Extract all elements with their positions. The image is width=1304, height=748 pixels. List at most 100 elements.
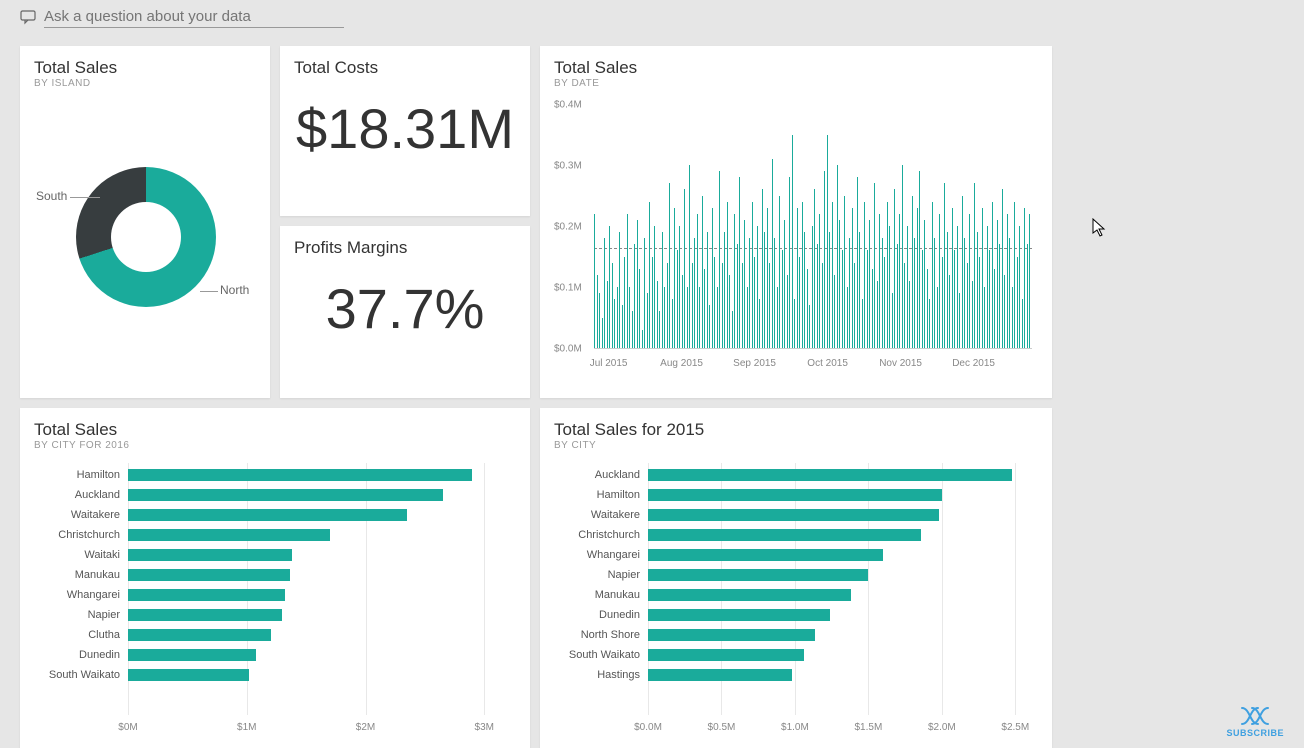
hbar-row: Hamilton (128, 467, 508, 483)
column-bar (774, 238, 775, 348)
column-bar (784, 220, 785, 348)
hbar-label: Whangarei (30, 587, 120, 603)
card-total-sales-date[interactable]: Total Sales BY DATE $0.0M$0.1M$0.2M$0.3M… (540, 46, 1052, 398)
hbar-bar[interactable] (128, 589, 285, 601)
column-bar (829, 232, 830, 348)
column-bar (604, 238, 605, 348)
hbar-label: Auckland (550, 467, 640, 483)
x-axis-label: $2M (356, 722, 375, 733)
hbar-bar[interactable] (648, 549, 883, 561)
column-bar (789, 177, 790, 348)
hbar-bar[interactable] (128, 569, 290, 581)
column-bar (619, 232, 620, 348)
column-bar (907, 226, 908, 348)
column-bar (972, 281, 973, 348)
hbar-bar[interactable] (128, 629, 271, 641)
column-bar (717, 287, 718, 348)
column-bar (609, 226, 610, 348)
column-bar (624, 257, 625, 349)
hbar-label: Napier (550, 567, 640, 583)
column-bar (764, 232, 765, 348)
column-bar (809, 305, 810, 348)
hbar-label: Dunedin (30, 647, 120, 663)
column-bar (747, 287, 748, 348)
x-axis-label: $1.5M (854, 722, 882, 733)
x-axis-label: $3M (475, 722, 494, 733)
column-bar (934, 238, 935, 348)
column-bar (1009, 238, 1010, 348)
hbar-bar[interactable] (128, 509, 407, 521)
hbar-label: Christchurch (550, 527, 640, 543)
hbar-bar[interactable] (648, 489, 942, 501)
column-bar (862, 299, 863, 348)
column-bar (797, 208, 798, 348)
hbar-bar[interactable] (648, 609, 830, 621)
column-bar (929, 299, 930, 348)
hbar-bar[interactable] (648, 629, 815, 641)
card-total-sales-city-2015[interactable]: Total Sales for 2015 BY CITY AucklandHam… (540, 408, 1052, 748)
column-bar (722, 263, 723, 348)
card-title: Total Sales (20, 46, 270, 78)
column-bar (824, 171, 825, 348)
hbar-bar[interactable] (128, 549, 292, 561)
hbar-bar[interactable] (128, 489, 443, 501)
qa-bar (0, 0, 1304, 32)
x-axis-label: $0.0M (634, 722, 662, 733)
hbar-bar[interactable] (648, 529, 921, 541)
column-bar (662, 232, 663, 348)
column-bar (837, 165, 838, 348)
column-bar (957, 226, 958, 348)
hbar-bar[interactable] (648, 589, 851, 601)
hbar-bar[interactable] (648, 649, 804, 661)
hbar-bar[interactable] (128, 609, 282, 621)
column-bar (702, 196, 703, 349)
donut-chart[interactable]: South North (20, 97, 270, 357)
hbar-bar[interactable] (128, 649, 256, 661)
hbar-plot: AucklandHamiltonWaitakereChristchurchWha… (648, 463, 1030, 715)
x-axis-label: Sep 2015 (733, 358, 776, 369)
column-bar (994, 269, 995, 348)
hbar-bar[interactable] (128, 469, 472, 481)
column-bar (999, 244, 1000, 348)
column-bar (937, 287, 938, 348)
column-bar (989, 250, 990, 348)
hbar-label: Napier (30, 607, 120, 623)
column-bar (1014, 202, 1015, 348)
hbar-chart-2016[interactable]: HamiltonAucklandWaitakereChristchurchWai… (34, 459, 516, 739)
column-bar (949, 275, 950, 348)
card-total-sales-city-2016[interactable]: Total Sales BY CITY FOR 2016 HamiltonAuc… (20, 408, 530, 748)
column-bar (982, 208, 983, 348)
column-bar (932, 202, 933, 348)
subscribe-badge[interactable]: SUBSCRIBE (1226, 706, 1284, 738)
column-bar (627, 214, 628, 348)
hbar-row: Napier (128, 607, 508, 623)
column-bar (692, 263, 693, 348)
column-bar (752, 202, 753, 348)
hbar-bar[interactable] (648, 469, 1012, 481)
hbar-bar[interactable] (128, 529, 330, 541)
column-bar (899, 214, 900, 348)
qa-input[interactable] (44, 6, 344, 28)
column-bar (729, 275, 730, 348)
card-profit-margins[interactable]: Profits Margins 37.7% (280, 226, 530, 398)
column-bar (842, 250, 843, 348)
hbar-chart-2015[interactable]: AucklandHamiltonWaitakereChristchurchWha… (554, 459, 1038, 739)
hbar-bar[interactable] (648, 509, 939, 521)
card-title: Total Sales (20, 408, 530, 440)
hbar-row: South Waikato (128, 667, 508, 683)
hbar-bar[interactable] (128, 669, 249, 681)
column-bar (872, 269, 873, 348)
card-total-costs[interactable]: Total Costs $18.31M (280, 46, 530, 216)
donut-label-north: North (220, 283, 249, 297)
hbar-bar[interactable] (648, 569, 868, 581)
card-total-sales-island[interactable]: Total Sales BY ISLAND South North (20, 46, 270, 398)
column-bar (677, 250, 678, 348)
column-bar (924, 220, 925, 348)
column-bar (659, 311, 660, 348)
subscribe-label: SUBSCRIBE (1226, 728, 1284, 738)
column-bar (612, 263, 613, 348)
hbar-bar[interactable] (648, 669, 792, 681)
column-chart[interactable]: $0.0M$0.1M$0.2M$0.3M$0.4MJul 2015Aug 201… (554, 97, 1038, 377)
column-bar (727, 202, 728, 348)
column-bar (947, 232, 948, 348)
